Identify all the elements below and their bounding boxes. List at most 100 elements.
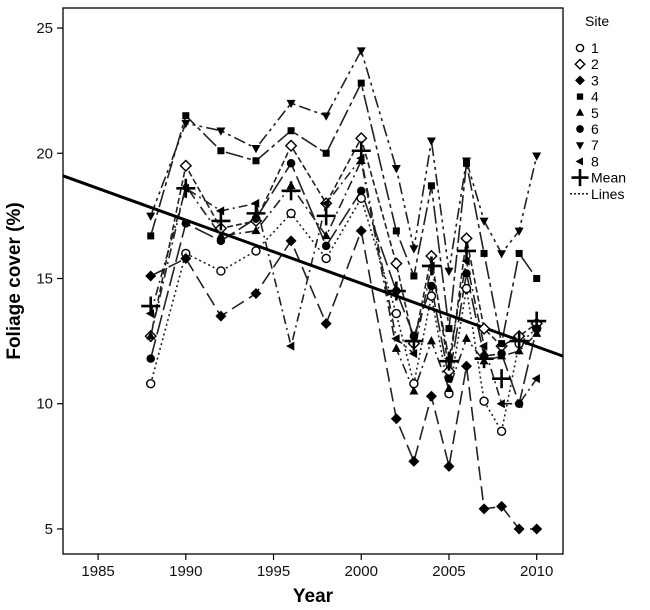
point-3-2003 — [408, 455, 420, 467]
point-8-2010 — [531, 374, 540, 384]
point-4-1988 — [147, 232, 155, 240]
legend-symbol-mean — [571, 169, 589, 187]
point-3-2008 — [496, 500, 508, 512]
x-tick-label-2005: 2005 — [432, 563, 465, 580]
series-line-3 — [150, 227, 537, 530]
point-1-2004 — [426, 291, 437, 301]
y-tick-label-25: 25 — [36, 20, 53, 37]
point-mean-2003 — [404, 331, 424, 351]
point-5-1988 — [146, 331, 156, 340]
point-5-1992 — [216, 230, 226, 240]
point-mean-1990 — [176, 178, 196, 198]
point-mean-2008 — [492, 369, 512, 389]
series-line-7 — [149, 48, 538, 272]
y-axis: 5 10 15 20 25 — [36, 20, 63, 538]
legend-symbol-3 — [575, 75, 585, 86]
point-1-2006 — [461, 283, 472, 294]
point-3-1988 — [145, 270, 157, 282]
point-2-2007 — [477, 322, 491, 335]
point-4-1998 — [322, 149, 330, 157]
point-7-2009 — [514, 227, 524, 236]
point-5-2004 — [426, 336, 436, 345]
legend-label-mean: Mean — [591, 170, 626, 186]
legend-title: Site — [585, 13, 609, 29]
series-markers — [141, 47, 547, 535]
point-3-2002 — [390, 413, 402, 425]
legend-symbol-5 — [575, 108, 585, 116]
x-tick-label-1990: 1990 — [169, 563, 202, 580]
point-8-1998 — [321, 198, 330, 208]
x-tick-label-1995: 1995 — [257, 563, 290, 580]
point-mean-1988 — [141, 296, 161, 316]
point-mean-2007 — [474, 349, 494, 369]
point-8-2009 — [514, 399, 523, 409]
point-7-2005 — [444, 267, 454, 276]
point-7-2007 — [479, 217, 489, 226]
legend-label-6: 6 — [591, 121, 599, 137]
point-1-1998 — [321, 253, 331, 264]
point-6-1996 — [286, 159, 296, 168]
point-4-1992 — [217, 147, 225, 155]
point-1-1996 — [286, 208, 296, 219]
point-4-2008 — [498, 340, 506, 348]
point-mean-1996 — [281, 181, 301, 201]
x-tick-label-1985: 1985 — [81, 563, 114, 580]
point-5-2002 — [391, 343, 401, 352]
point-4-1994 — [252, 157, 260, 165]
point-7-1992 — [216, 127, 226, 136]
point-4-2003 — [410, 272, 418, 280]
point-3-2006 — [461, 360, 473, 372]
point-8-2007 — [479, 341, 488, 351]
point-6-2008 — [497, 349, 506, 358]
point-3-1998 — [320, 318, 332, 330]
point-2-1990 — [179, 159, 193, 173]
legend-symbol-8 — [575, 157, 583, 166]
point-2-1996 — [284, 139, 298, 152]
point-mean-2000 — [351, 141, 371, 161]
point-3-1996 — [285, 235, 297, 247]
y-axis-title: Foliage cover (%) — [4, 202, 25, 359]
point-7-1988 — [146, 212, 156, 221]
point-7-2004 — [426, 137, 436, 146]
legend-label-2: 2 — [591, 56, 599, 72]
point-8-1996 — [286, 341, 295, 351]
point-6-2004 — [427, 281, 436, 291]
point-7-2010 — [532, 152, 542, 161]
point-4-2009 — [515, 249, 523, 257]
point-3-1990 — [180, 252, 192, 264]
point-1-2000 — [356, 193, 366, 204]
legend-label-3: 3 — [591, 72, 599, 88]
legend-label-5: 5 — [591, 105, 599, 121]
point-1-1994 — [251, 246, 261, 256]
point-8-2002 — [391, 334, 400, 344]
point-7-1994 — [251, 145, 261, 154]
point-7-1998 — [321, 112, 331, 121]
point-3-2000 — [355, 225, 367, 237]
series-line-6 — [149, 161, 538, 407]
series-line-2 — [149, 136, 538, 372]
y-tick-label-5: 5 — [45, 521, 53, 538]
x-tick-label-2010: 2010 — [520, 563, 553, 580]
point-5-1998 — [321, 230, 331, 240]
legend-symbol-2 — [574, 58, 586, 70]
point-4-2002 — [392, 227, 400, 235]
point-3-1992 — [215, 310, 227, 322]
point-8-2003 — [408, 349, 418, 359]
series-line-4 — [149, 80, 538, 344]
point-6-1998 — [321, 241, 331, 251]
point-4-2004 — [427, 182, 435, 190]
x-axis: 1985 1990 1995 2000 2005 2010 — [81, 554, 553, 580]
y-tick-label-15: 15 — [36, 270, 53, 287]
point-mean-2002 — [386, 281, 406, 301]
legend-label-7: 7 — [591, 137, 599, 153]
point-3-2004 — [425, 390, 437, 402]
point-mean-1992 — [211, 211, 231, 231]
legend-label-1: 1 — [591, 40, 599, 56]
point-4-1996 — [287, 127, 295, 135]
point-5-2003 — [409, 386, 419, 395]
point-mean-2005 — [439, 351, 459, 371]
point-5-2006 — [462, 333, 472, 342]
point-mean-2010 — [527, 311, 547, 331]
x-axis-title: Year — [293, 586, 334, 607]
point-7-1990 — [181, 119, 191, 129]
